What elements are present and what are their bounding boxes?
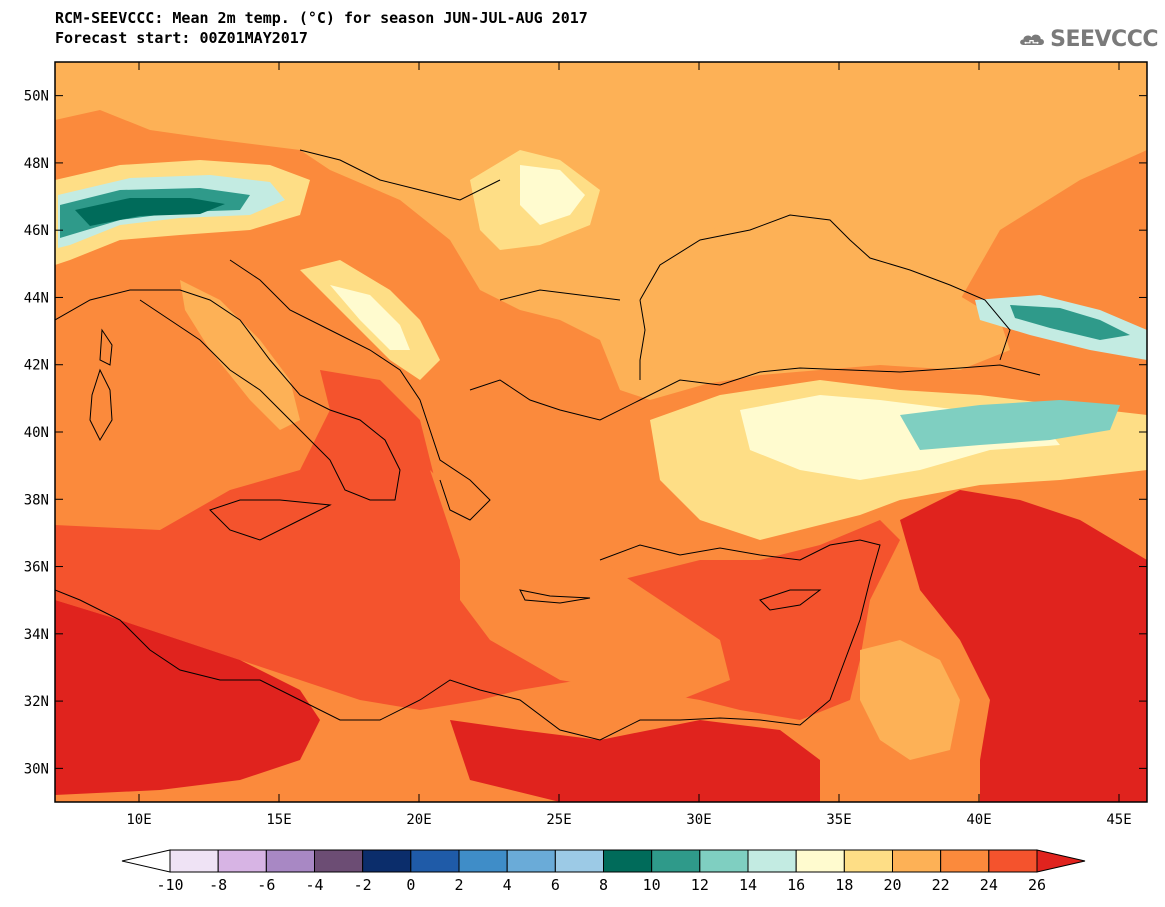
- colorbar-swatch: [458, 849, 508, 873]
- lat-tick-label: 50N: [24, 89, 49, 105]
- colorbar-label: 4: [503, 876, 512, 894]
- title-block: RCM-SEEVCCC: Mean 2m temp. (°C) for seas…: [55, 8, 588, 48]
- colorbar-low-arrow: [121, 849, 171, 873]
- colorbar-high-arrow: [1036, 849, 1086, 873]
- colorbar-swatch: [554, 849, 604, 873]
- colorbar-swatch: [699, 849, 749, 873]
- colorbar-label: -6: [257, 876, 275, 894]
- lon-tick-label: 15E: [266, 812, 291, 828]
- title-line-1: RCM-SEEVCCC: Mean 2m temp. (°C) for seas…: [55, 9, 588, 27]
- colorbar-label: 10: [643, 876, 661, 894]
- field-levant-22: [860, 640, 960, 760]
- colorbar-swatch: [988, 849, 1038, 873]
- lon-tick-label: 35E: [826, 812, 851, 828]
- coastlines: [55, 149, 1041, 741]
- field-black-sea: [640, 215, 1010, 385]
- lat-tick-label: 42N: [24, 358, 49, 374]
- colorbar-swatch: [603, 849, 653, 873]
- colorbar-swatch: [940, 849, 990, 873]
- field-hot-africa-west: [55, 600, 320, 795]
- lon-tick-label: 20E: [406, 812, 431, 828]
- colorbar-swatch: [795, 849, 845, 873]
- colorbar-swatch: [169, 849, 219, 873]
- map-panel: [55, 62, 1147, 802]
- lat-tick-label: 38N: [24, 492, 49, 508]
- colorbar-label: 26: [1028, 876, 1046, 894]
- field-hot-mideast: [900, 490, 1147, 802]
- field-carpathians-cold: [520, 165, 585, 225]
- colorbar-swatch: [506, 849, 556, 873]
- colorbar-label: -4: [305, 876, 323, 894]
- colorbar-swatch: [362, 849, 412, 873]
- colorbar-label: 24: [980, 876, 998, 894]
- lat-tick-label: 36N: [24, 560, 49, 576]
- colorbar-swatch: [843, 849, 893, 873]
- colorbar-label: -2: [354, 876, 372, 894]
- title-line-2: Forecast start: 00Z01MAY2017: [55, 29, 308, 47]
- field-hot-africa-east: [450, 720, 820, 802]
- colorbar-label: 12: [691, 876, 709, 894]
- field-alps-core: [75, 198, 225, 226]
- lat-tick-label: 48N: [24, 156, 49, 172]
- colorbar-swatch: [314, 849, 364, 873]
- colorbar-label: 2: [454, 876, 463, 894]
- lat-tick-label: 30N: [24, 761, 49, 777]
- colorbar-swatch: [265, 849, 316, 873]
- field-dinarics-cold: [330, 285, 410, 350]
- lat-tick-label: 44N: [24, 290, 49, 306]
- colorbar-swatch: [892, 849, 942, 873]
- field-apennines: [180, 280, 300, 430]
- colorbar-label: 0: [406, 876, 415, 894]
- lon-tick-label: 25E: [546, 812, 571, 828]
- colorbar-label: -10: [156, 876, 183, 894]
- lon-tick-label: 45E: [1106, 812, 1131, 828]
- lat-tick-label: 40N: [24, 425, 49, 441]
- lat-tick-label: 32N: [24, 694, 49, 710]
- field-ionian-22: [430, 470, 730, 700]
- colorbar-label: 18: [835, 876, 853, 894]
- cloud-icon: [1020, 34, 1044, 45]
- colorbar-swatch: [747, 849, 797, 873]
- colorbar-label: 20: [883, 876, 901, 894]
- lat-tick-label: 34N: [24, 627, 49, 643]
- logo-text: SEEVCCC: [1050, 26, 1158, 52]
- colorbar-swatch: [651, 849, 701, 873]
- lon-tick-label: 30E: [686, 812, 711, 828]
- field-anatolia-cold: [900, 400, 1120, 450]
- lat-tick-label: 46N: [24, 223, 49, 239]
- colorbar-label: 22: [932, 876, 950, 894]
- latitude-axis: 30N 32N 34N 36N 38N 40N 42N 44N 46N 48N 50N: [24, 89, 1147, 777]
- colorbar-label: 8: [599, 876, 608, 894]
- colorbar-label: 6: [551, 876, 560, 894]
- longitude-axis: 10E 15E 20E 25E 30E 35E 40E 45E: [126, 62, 1132, 828]
- seevccc-logo: SEEVCCC: [1018, 22, 1158, 56]
- colorbar: -10 -8 -6 -4 -2 0 2 4 6 8 10 12 14 16 18 20 22 24 26: [121, 849, 1086, 894]
- colorbar-label: 14: [739, 876, 757, 894]
- colorbar-label: -8: [209, 876, 227, 894]
- lon-tick-label: 40E: [966, 812, 991, 828]
- colorbar-swatch: [410, 849, 460, 873]
- lon-tick-label: 10E: [126, 812, 151, 828]
- colorbar-label: 16: [787, 876, 805, 894]
- colorbar-swatch: [217, 849, 267, 873]
- field-caucasus-core: [1010, 305, 1130, 340]
